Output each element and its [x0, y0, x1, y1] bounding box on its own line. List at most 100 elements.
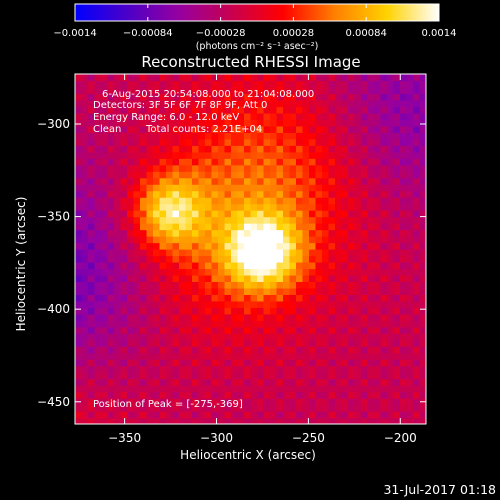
heatmap-cell [192, 119, 200, 127]
heatmap-cell [380, 171, 388, 179]
heatmap-cell [289, 184, 297, 192]
heatmap-cell [192, 177, 200, 185]
x-tick-label: −300 [200, 431, 233, 445]
heatmap-cell [276, 261, 284, 270]
heatmap-cell [153, 398, 161, 406]
heatmap-cell [367, 210, 375, 218]
heatmap-cell [283, 398, 291, 406]
heatmap-cell [283, 411, 291, 419]
heatmap-cell [400, 190, 408, 198]
heatmap-cell [263, 391, 271, 399]
heatmap-cell [413, 352, 421, 360]
heatmap-cell [393, 287, 401, 295]
heatmap-cell [179, 372, 187, 380]
heatmap-cell [185, 385, 193, 393]
heatmap-cell [237, 93, 245, 101]
heatmap-cell [380, 268, 388, 276]
heatmap-cell [374, 223, 382, 231]
heatmap-cell [387, 346, 395, 354]
heatmap-cell [101, 307, 109, 315]
heatmap-cell [166, 86, 174, 95]
heatmap-cell [309, 164, 317, 172]
heatmap-cell [315, 184, 323, 192]
heatmap-cell [107, 320, 115, 328]
heatmap-cell [198, 294, 206, 302]
heatmap-cell [88, 287, 96, 295]
heatmap-cell [107, 80, 115, 88]
heatmap-cell [419, 352, 426, 360]
heatmap-cell [172, 151, 180, 159]
heatmap-cell [315, 80, 323, 88]
heatmap-cell [322, 378, 330, 386]
heatmap-cell [315, 236, 323, 244]
heatmap-cell [322, 268, 330, 276]
heatmap-cell [114, 300, 122, 308]
heatmap-cell [127, 197, 135, 205]
heatmap-cell [309, 80, 317, 88]
heatmap-cell [192, 125, 200, 133]
x-axis-label: Heliocentric X (arcsec) [180, 448, 316, 462]
heatmap-cell [335, 177, 343, 185]
heatmap-cell [302, 268, 310, 276]
heatmap-cell [75, 281, 83, 289]
heatmap-cell [302, 242, 310, 250]
heatmap-cell [387, 385, 395, 393]
heatmap-cell [374, 210, 382, 218]
heatmap-cell [302, 391, 310, 399]
heatmap-cell [146, 300, 154, 308]
heatmap-cell [367, 359, 375, 367]
heatmap-cell [250, 372, 258, 380]
heatmap-cell [250, 352, 258, 360]
heatmap-cell [315, 164, 323, 172]
heatmap-cell [218, 197, 226, 205]
heatmap-cell [374, 171, 382, 179]
heatmap-cell [393, 242, 401, 250]
heatmap-cell [387, 326, 395, 334]
heatmap-cell [400, 300, 408, 308]
heatmap-cell [289, 294, 297, 302]
heatmap-cell [374, 417, 382, 424]
heatmap-cell [237, 359, 245, 367]
heatmap-cell [159, 411, 167, 419]
heatmap-cell [75, 300, 83, 308]
heatmap-cell [302, 255, 310, 263]
heatmap-cell [205, 398, 213, 406]
heatmap-cell [146, 261, 154, 270]
heatmap-cell [198, 242, 206, 250]
heatmap-cell [179, 119, 187, 127]
heatmap-cell [205, 229, 213, 237]
heatmap-cell [231, 398, 239, 406]
heatmap-cell [172, 216, 180, 224]
heatmap-cell [244, 177, 252, 185]
heatmap-cell [302, 378, 310, 386]
heatmap-cell [211, 74, 219, 82]
heatmap-cell [153, 365, 161, 373]
heatmap-cell [335, 119, 343, 127]
heatmap-cell [354, 287, 362, 295]
heatmap-cell [419, 249, 426, 257]
heatmap-cell [309, 242, 317, 250]
heatmap-cell [146, 203, 154, 211]
heatmap-cell [400, 333, 408, 341]
heatmap-cell [120, 333, 128, 341]
heatmap-cell [257, 151, 265, 159]
heatmap-cell [75, 112, 83, 120]
heatmap-cell [192, 326, 200, 334]
heatmap-cell [224, 190, 232, 198]
colorbar-ticks: −0.0014 −0.00084 −0.00028 0.00028 0.00084 0.0… [53, 4, 457, 39]
heatmap-cell [237, 346, 245, 354]
heatmap-cell [380, 391, 388, 399]
heatmap-cell [309, 404, 317, 412]
heatmap-cell [153, 287, 161, 295]
heatmap-cell [309, 106, 317, 114]
heatmap-cell [140, 80, 148, 88]
heatmap-cell [205, 223, 213, 231]
heatmap-cell [380, 216, 388, 224]
heatmap-cell [296, 125, 304, 133]
heatmap-cell [250, 281, 258, 289]
heatmap-cell [406, 346, 414, 354]
heatmap-cell [348, 274, 356, 283]
heatmap-cell [244, 125, 252, 133]
heatmap-cell [218, 268, 226, 276]
heatmap-cell [140, 74, 148, 82]
